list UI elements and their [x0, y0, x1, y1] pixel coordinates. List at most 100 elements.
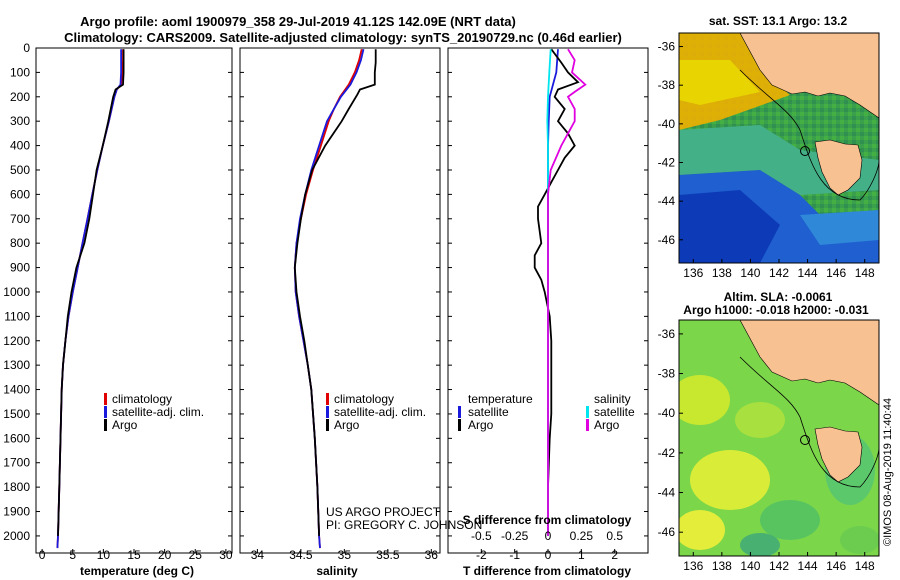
lat-tick-label: -44: [658, 194, 676, 208]
title-line-2: Climatology: CARS2009. Satellite-adjuste…: [64, 30, 622, 45]
x-tick-label: 30: [219, 548, 233, 562]
x2-tick-label: 0: [545, 529, 552, 543]
x-tick-label: -2: [476, 548, 487, 562]
title-line-1: Argo profile: aoml 1900979_358 29-Jul-20…: [80, 14, 516, 29]
x-tick-label: 35.5: [376, 548, 400, 562]
lat-tick-label: -36: [658, 327, 676, 341]
temperature-panel-frame: [35, 47, 233, 554]
imos-stamp: ©IMOS 08-Aug-2019 11:40:44: [882, 398, 894, 546]
depth-tick-label: 800: [10, 236, 30, 250]
x2-tick-label: -0.5: [471, 529, 492, 543]
x-tick-label: 34: [251, 548, 265, 562]
legend-satellite: satellite-adj. clim.: [334, 405, 426, 419]
legend-t-satellite-swatch: [458, 406, 461, 418]
lon-tick-label: 144: [798, 266, 818, 280]
series-line-climatology: [56, 49, 124, 549]
series-line-argo: [57, 49, 125, 536]
x-tick-label: 34.5: [289, 548, 313, 562]
difference-plot: [533, 48, 587, 536]
x-tick-label: 10: [97, 548, 111, 562]
depth-axis: 0 100 200 300 400 500 600 700 800 900 1000 1100 1200…: [3, 41, 648, 543]
legend-t-argo: Argo: [468, 418, 494, 432]
lat-tick-label: -42: [658, 446, 676, 460]
credit-line-1: US ARGO PROJECT: [326, 505, 441, 519]
depth-tick-label: 100: [10, 65, 30, 79]
depth-tick-label: 1000: [3, 285, 30, 299]
depth-tick-label: 500: [10, 163, 30, 177]
depth-tick-label: 2000: [3, 529, 30, 543]
x-tick-label: 0: [39, 548, 46, 562]
sla-map: [679, 320, 879, 556]
x-tick-label: 25: [189, 548, 203, 562]
lon-tick-label: 142: [769, 266, 789, 280]
depth-tick-label: 900: [10, 261, 30, 275]
legend-climatology-swatch: [104, 393, 107, 405]
x-tick-label: 36: [425, 548, 439, 562]
lon-tick-label: 146: [826, 559, 846, 573]
x-tick-label: -1: [509, 548, 520, 562]
salinity-panel-frame: [239, 47, 441, 554]
lon-tick-label: 138: [712, 559, 732, 573]
depth-tick-label: 1500: [3, 407, 30, 421]
x-tick-label: 5: [69, 548, 76, 562]
legend-t-argo-swatch: [458, 419, 461, 431]
temperature-axis-label: temperature (deg C): [80, 564, 194, 578]
depth-tick-label: 300: [10, 114, 30, 128]
sla-map-title-2: Argo h1000: -0.018 h2000: -0.031: [683, 303, 869, 317]
depth-tick-label: 1800: [3, 480, 30, 494]
x-tick-label: 35: [338, 548, 352, 562]
legend-argo: Argo: [334, 418, 360, 432]
lon-tick-label: 138: [712, 266, 732, 280]
lat-tick-label: -38: [658, 78, 676, 92]
argo-position-marker-2: [800, 435, 810, 445]
depth-tick-label: 1400: [3, 383, 30, 397]
lat-tick-label: -44: [658, 486, 676, 500]
lon-tick-label: 148: [855, 266, 875, 280]
series-line-salinity-argo: [547, 48, 587, 536]
lat-tick-label: -40: [658, 406, 676, 420]
x-axes: 0 5 10 15 20 25 30 34 34.5 35 35.5 36 -2 -1 0 1 2 -0.5 -0.…: [39, 529, 624, 562]
legend-s-argo-swatch: [586, 419, 589, 431]
lon-tick-label: 136: [683, 266, 703, 280]
depth-tick-label: 1700: [3, 456, 30, 470]
legend-argo-swatch: [104, 419, 107, 431]
x-tick-label: 1: [578, 548, 585, 562]
lat-tick-label: -46: [658, 233, 676, 247]
difference-legend: temperature satellite Argo salinity sate…: [458, 392, 635, 432]
legend-climatology: climatology: [334, 392, 394, 406]
lon-tick-label: 146: [826, 266, 846, 280]
x-tick-label: 0: [545, 548, 552, 562]
series-line-satellite-adj-clim-: [293, 48, 365, 549]
legend-climatology: climatology: [112, 392, 172, 406]
x-tick-label: 2: [611, 548, 618, 562]
legend-satellite-swatch: [326, 406, 329, 418]
salinity-plot: [293, 48, 377, 549]
x2-tick-label: 0.25: [570, 529, 594, 543]
series-line-satellite-adj-clim-: [56, 49, 122, 549]
legend-t-satellite: satellite: [468, 405, 509, 419]
legend-s-satellite: satellite: [594, 405, 635, 419]
lat-tick-label: -42: [658, 155, 676, 169]
series-line-argo: [293, 49, 377, 536]
series-line-temperature-argo: [533, 48, 580, 536]
x2-tick-label: -0.25: [501, 529, 529, 543]
legend-argo: Argo: [112, 418, 138, 432]
lon-tick-label: 136: [683, 559, 703, 573]
depth-tick-label: 700: [10, 212, 30, 226]
legend-s-satellite-swatch: [586, 406, 589, 418]
sst-map: [679, 33, 879, 263]
mainland: [739, 33, 879, 119]
tasmania: [814, 139, 863, 196]
legend-salinity-header: salinity: [594, 392, 631, 406]
sla-map-title-1: Altim. SLA: -0.0061: [724, 290, 833, 304]
depth-tick-label: 1600: [3, 431, 30, 445]
depth-tick-label: 600: [10, 187, 30, 201]
lat-tick-label: -36: [658, 40, 676, 54]
depth-tick-label: 1200: [3, 334, 30, 348]
lat-tick-label: -46: [658, 525, 676, 539]
depth-tick-label: 0: [23, 41, 30, 55]
sla-map-axes: 136 138 140 142 144 146 148 -36 -38 -40 -42 -44 -46: [658, 327, 875, 573]
credit-line-2: PI: GREGORY C. JOHNSON: [326, 518, 482, 532]
depth-tick-label: 1900: [3, 505, 30, 519]
